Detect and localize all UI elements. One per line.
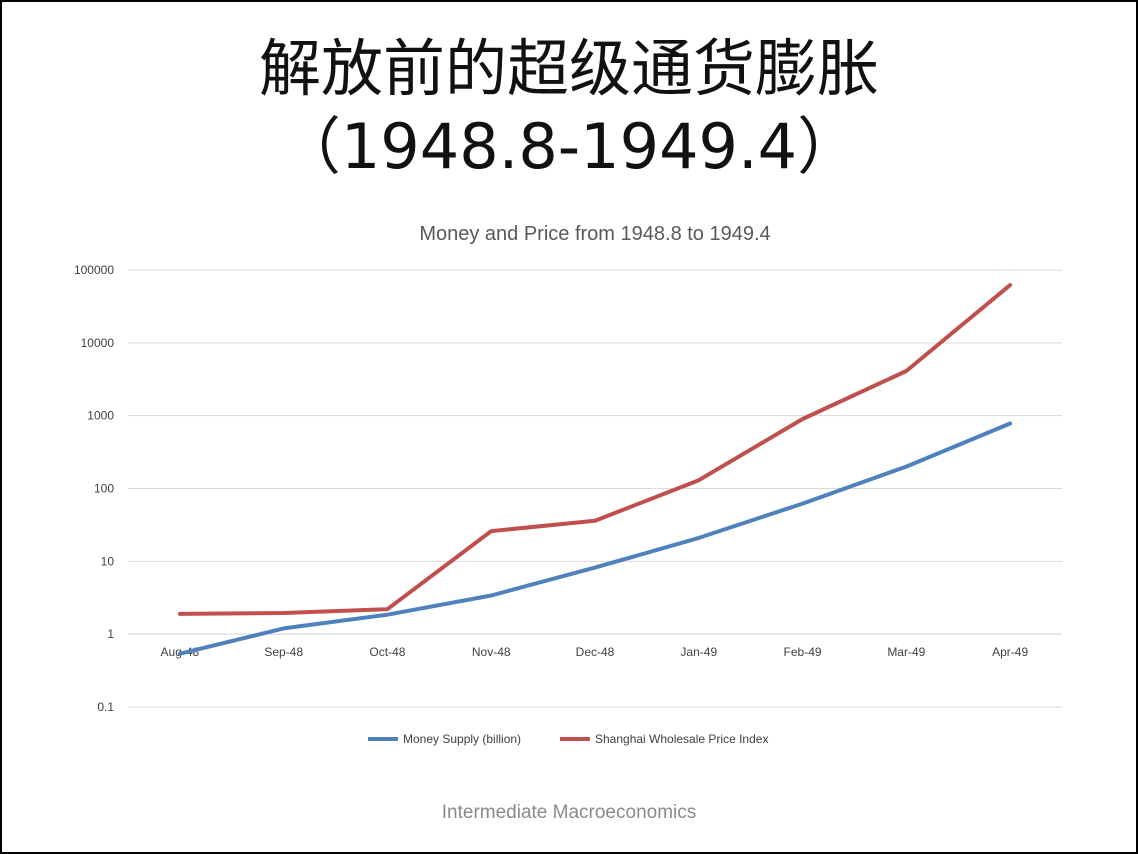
line-chart: Money and Price from 1948.8 to 1949.4 0.1…: [74, 223, 1062, 746]
x-tick-label: Oct-48: [369, 645, 405, 659]
y-tick-label: 100000: [74, 263, 114, 277]
legend-label-2: Shanghai Wholesale Price Index: [595, 732, 768, 746]
x-tick-label: Mar-49: [887, 645, 925, 659]
x-tick-label: Feb-49: [784, 645, 822, 659]
slide-title-line-1: 解放前的超级通货膨胀: [258, 32, 879, 105]
slide-title-line-2: （1948.8-1949.4）: [278, 110, 860, 183]
series-line-2: [177, 283, 1013, 616]
x-tick-label: Nov-48: [472, 645, 511, 659]
series-line-1: [177, 421, 1013, 656]
x-tick-label: Jan-49: [680, 645, 717, 659]
x-tick-label: Sep-48: [264, 645, 303, 659]
x-tick-label: Dec-48: [576, 645, 615, 659]
y-tick-label: 100: [94, 482, 114, 496]
y-tick-label: 10: [101, 554, 115, 568]
y-tick-label: 1000: [87, 409, 114, 423]
slide-footer: Intermediate Macroeconomics: [441, 802, 697, 823]
chart-title: Money and Price from 1948.8 to 1949.4: [419, 223, 770, 245]
x-tick-label: Apr-49: [992, 645, 1028, 659]
y-tick-label: 1: [107, 627, 114, 641]
y-tick-label: 0.1: [97, 700, 114, 714]
slide-title: 解放前的超级通货膨胀 （1948.8-1949.4）: [2, 30, 1136, 186]
y-tick-label: 10000: [81, 336, 115, 350]
legend-label-1: Money Supply (billion): [403, 732, 521, 746]
